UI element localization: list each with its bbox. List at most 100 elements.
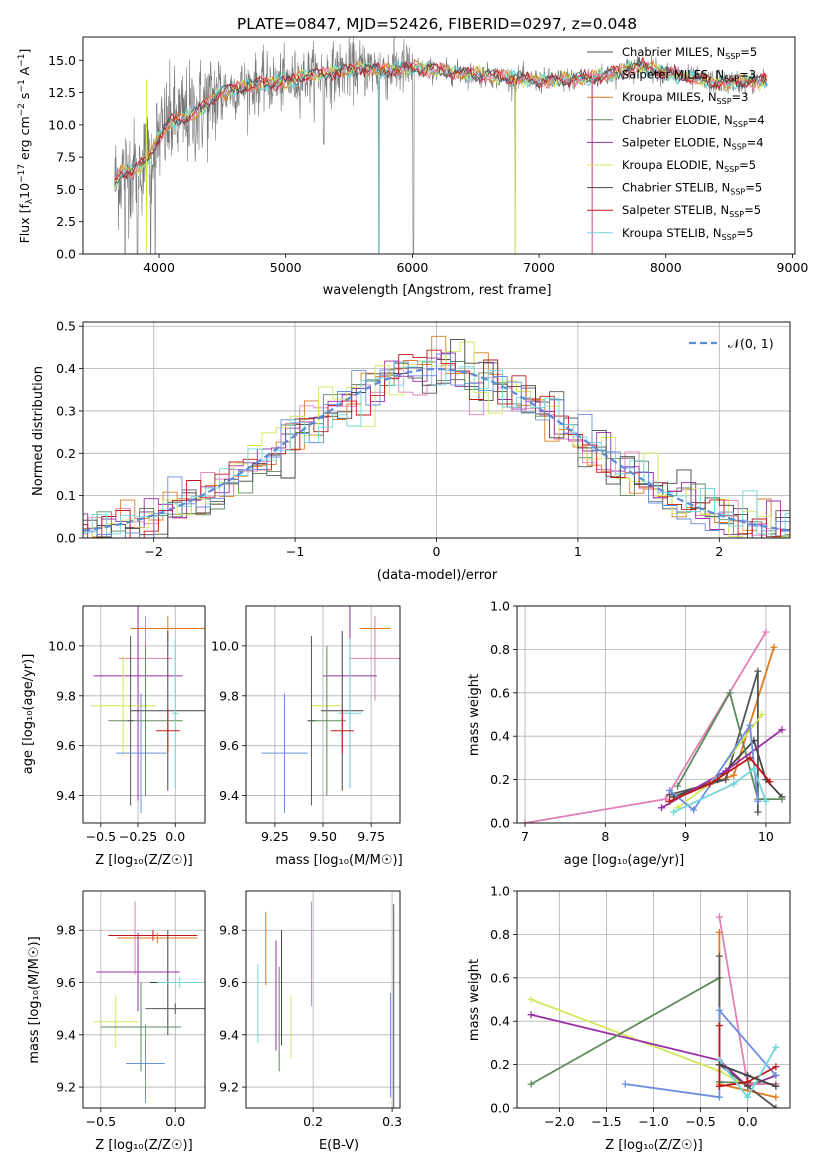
mw-age-marker — [758, 711, 766, 718]
mw-age-ytick-label: 0.6 — [490, 685, 510, 700]
mw-age-ytick-label: 1.0 — [490, 599, 510, 614]
mw-z-marker — [715, 1082, 723, 1090]
legend-name: Chabrier MILES, N — [622, 45, 725, 59]
mw-age-ylabel: mass weight — [467, 674, 482, 756]
mw-z-marker — [715, 1093, 723, 1101]
residuals-frame — [82, 321, 791, 539]
residuals-ytick-label: 0.4 — [56, 361, 76, 376]
mass-z-ytick-label: 9.4 — [56, 1027, 76, 1042]
mw-age-marker — [722, 776, 730, 784]
spectrum-lines — [114, 37, 768, 254]
mw-age-xlabel: age [log₁₀(age/yr)] — [564, 853, 685, 868]
mw-age-marker — [730, 780, 738, 788]
mw-z-marker — [772, 1093, 780, 1101]
spectrum-ytick-label: 0.0 — [56, 247, 76, 262]
mw-z-ytick-label: 0.0 — [490, 1101, 510, 1116]
spectrum-xtick-label: 9000 — [777, 260, 809, 275]
legend-label: Chabrier STELIB, NSSP=5 — [622, 181, 762, 197]
mw-age-marker — [706, 780, 714, 788]
age-mass-frame — [245, 605, 401, 824]
mass-ebv-frame — [245, 890, 401, 1109]
mw-age-marker — [754, 667, 762, 675]
mw-z-marker — [772, 1063, 780, 1071]
mw-z-ytick-label: 0.6 — [490, 970, 510, 985]
mass-ebv-xlabel: E(B-V) — [319, 1138, 359, 1153]
mw-z-ytick-label: 0.2 — [490, 1057, 510, 1072]
age-z-xlabel: Z [log₁₀(Z/Z☉)] — [95, 853, 192, 868]
mw-age-marker — [674, 782, 682, 790]
legend-sub: SSP — [733, 120, 748, 129]
mw-age-marker — [746, 754, 754, 762]
age-z-ytick-label: 9.8 — [56, 688, 76, 703]
mw-z-lines — [527, 913, 780, 1108]
residuals-xtick-label: 2 — [715, 544, 723, 559]
mw-age-marker — [762, 628, 770, 636]
mw-z-marker — [744, 1078, 752, 1086]
age-mass-ytick-label: 10.0 — [211, 638, 239, 653]
legend-name: Salpeter STELIB, N — [622, 203, 729, 217]
mass-ebv-xtick-label: 0.2 — [303, 1114, 323, 1129]
legend-name: Salpeter MILES, N — [622, 68, 724, 82]
mw-z-ytick-label: 0.8 — [490, 927, 510, 942]
mw-z-xtick-label: −0.5 — [685, 1114, 715, 1129]
residual-histogram — [83, 364, 790, 538]
mass-ebv-ytick-label: 9.8 — [219, 923, 239, 938]
legend-label: Kroupa MILES, NSSP=3 — [622, 90, 748, 106]
mw-z-xtick-label: −1.0 — [638, 1114, 668, 1129]
residual-histogram — [83, 335, 790, 538]
age-mass-ytick-label: 9.8 — [219, 688, 239, 703]
mass-z-ytick-label: 9.6 — [56, 975, 76, 990]
mw-z-ytick-label: 0.4 — [490, 1014, 510, 1029]
legend-sub: SSP — [717, 97, 732, 106]
residuals-ytick-label: 0.0 — [56, 531, 76, 546]
spectrum-ytick-label: 7.5 — [56, 150, 76, 165]
mw-age-frame — [516, 605, 791, 824]
mw-age-marker — [766, 778, 774, 786]
mass-ebv-ytick-label: 9.6 — [219, 975, 239, 990]
residual-histogram — [83, 353, 790, 538]
mw-z-frame — [516, 890, 791, 1109]
mw-age-ytick-label: 0.2 — [490, 772, 510, 787]
mw-age-marker — [770, 643, 778, 651]
age-z-errorbars — [90, 606, 205, 814]
legend-nssp: =3 — [732, 90, 749, 104]
mass-ebv-xtick-label: 0.3 — [382, 1114, 402, 1129]
mw-age-marker — [746, 721, 754, 729]
mw-z-marker — [715, 913, 723, 921]
mass-z-ytick-label: 9.2 — [56, 1080, 76, 1095]
mw-age-ytick-label: 0.4 — [490, 729, 510, 744]
legend-nssp: =5 — [739, 158, 756, 172]
age-z-ylabel: age [log₁₀(age/yr)] — [21, 654, 36, 775]
mass-z-ytick-label: 9.8 — [56, 923, 76, 938]
spectrum-ytick-label: 12.5 — [48, 85, 76, 100]
legend-sub: SSP — [722, 233, 737, 242]
age-z-xtick-label: 0.0 — [165, 829, 185, 844]
residual-histogram — [83, 349, 790, 538]
mw-z-axes: −2.0 −1.5 −1.0 −0.5 0.0 0.0 0.2 0.4 0.6 0.8 1.0 — [490, 884, 790, 1129]
legend-label: Kroupa STELIB, NSSP=5 — [622, 226, 753, 242]
age-z-ytick-label: 9.4 — [56, 788, 76, 803]
spectrum-frame — [82, 36, 796, 255]
mw-z-marker — [715, 928, 723, 936]
mass-ebv-ytick-label: 9.2 — [219, 1080, 239, 1095]
mass-z-axes: −0.5 0.0 9.2 9.4 9.6 9.8 — [56, 891, 205, 1129]
residuals-ytick-label: 0.3 — [56, 403, 76, 418]
mw-age-xtick-label: 9 — [682, 829, 690, 844]
mw-z-marker — [772, 1071, 780, 1079]
mw-age-marker — [754, 808, 762, 816]
legend-label: Chabrier MILES, NSSP=5 — [622, 45, 757, 61]
mw-age-marker — [730, 771, 738, 779]
spectrum-ylabel: Flux [fλ10−17 erg cm−2 s−1 A−1] — [17, 49, 35, 244]
age-mass-xlabel: mass [log₁₀(M/M☉)] — [275, 853, 402, 868]
age-z-ytick-label: 10.0 — [48, 638, 76, 653]
spectrum-ytick-label: 10.0 — [48, 117, 76, 132]
mass-ebv-axes: 0.2 0.3 9.2 9.4 9.6 9.8 — [219, 891, 402, 1129]
residuals-xtick-label: 1 — [574, 544, 582, 559]
mw-age-marker — [762, 797, 770, 805]
spectrum-xtick-label: 6000 — [396, 260, 428, 275]
mw-age-series-line — [676, 690, 782, 800]
spectrum-xtick-label: 7000 — [523, 260, 555, 275]
legend-sub: SSP — [729, 210, 744, 219]
residuals-xtick-label: −2 — [144, 544, 162, 559]
